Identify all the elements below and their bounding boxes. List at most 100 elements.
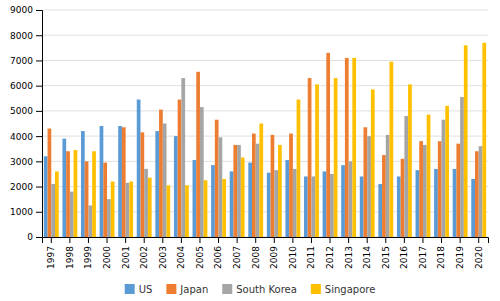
bar xyxy=(293,169,297,237)
bar xyxy=(118,126,122,237)
x-tick-label: 2017 xyxy=(418,246,428,269)
bar xyxy=(311,176,315,237)
bar xyxy=(55,171,59,237)
bar xyxy=(107,199,111,237)
bars xyxy=(44,43,486,237)
bar xyxy=(204,180,208,237)
x-tick: 2016 xyxy=(399,237,409,269)
y-tick-label: 0 xyxy=(27,232,33,242)
bar xyxy=(215,120,219,237)
x-tick: 1997 xyxy=(46,237,56,269)
x-tick: 2013 xyxy=(344,237,354,269)
legend-swatch xyxy=(222,284,232,294)
bar xyxy=(378,184,382,237)
bar xyxy=(252,134,256,237)
legend-item: US xyxy=(125,284,153,295)
bar xyxy=(382,155,386,237)
bar xyxy=(434,169,438,237)
bar xyxy=(51,184,55,237)
x-tick-mark xyxy=(348,237,349,243)
x-tick: 2012 xyxy=(325,237,335,269)
x-tick: 2014 xyxy=(362,237,372,269)
x-tick: 2009 xyxy=(269,237,279,269)
grid-line xyxy=(42,85,488,86)
bar xyxy=(404,116,408,237)
y-tick: 8000 xyxy=(10,31,42,41)
bar xyxy=(438,141,442,237)
y-tick-mark xyxy=(36,187,42,188)
x-tick: 2002 xyxy=(139,237,149,269)
x-tick-label: 2005 xyxy=(195,246,205,269)
bar-series xyxy=(48,53,479,237)
grid-line xyxy=(42,10,488,11)
y-tick: 5000 xyxy=(10,106,42,116)
bar xyxy=(304,176,308,237)
bar xyxy=(289,134,293,237)
bar xyxy=(386,135,390,237)
x-tick: 2000 xyxy=(102,237,112,269)
y-tick: 3000 xyxy=(10,157,42,167)
x-tick-label: 2004 xyxy=(176,246,186,269)
bar xyxy=(416,170,420,237)
x-tick: 2010 xyxy=(288,237,298,269)
legend-swatch xyxy=(311,284,321,294)
x-tick-label: 2020 xyxy=(474,246,484,269)
y-tick-label: 3000 xyxy=(10,157,33,167)
x-tick: 2020 xyxy=(474,237,484,269)
bar xyxy=(248,163,252,237)
x-tick-mark xyxy=(88,237,89,243)
x-tick-mark xyxy=(199,237,200,243)
bar xyxy=(345,58,349,237)
bar xyxy=(233,145,237,237)
bar xyxy=(193,160,197,237)
x-tick: 2003 xyxy=(158,237,168,269)
bar xyxy=(222,179,226,237)
bar xyxy=(196,72,200,237)
bar xyxy=(285,160,289,237)
x-tick-mark xyxy=(441,237,442,243)
bar xyxy=(442,120,446,237)
bar xyxy=(308,78,312,237)
x-tick-label: 2008 xyxy=(251,246,261,269)
x-tick: 2006 xyxy=(213,237,223,269)
bar xyxy=(129,182,133,237)
y-tick-mark xyxy=(36,35,42,36)
bar xyxy=(271,135,275,237)
x-tick-mark xyxy=(311,237,312,243)
bar xyxy=(341,165,345,237)
x-tick: 2015 xyxy=(381,237,391,269)
x-tick-mark xyxy=(51,237,52,243)
bar xyxy=(278,145,282,237)
x-tick-label: 2014 xyxy=(362,246,372,269)
bar xyxy=(397,176,401,237)
y-tick-label: 6000 xyxy=(10,81,33,91)
x-tick-mark xyxy=(274,237,275,243)
y-tick: 6000 xyxy=(10,81,42,91)
x-tick: 2011 xyxy=(306,237,316,269)
x-tick-label: 2009 xyxy=(269,246,279,269)
bar xyxy=(167,185,171,237)
x-tick-mark xyxy=(181,237,182,243)
grid-line xyxy=(42,60,488,61)
bar xyxy=(267,173,271,237)
x-tick: 1999 xyxy=(83,237,93,269)
plot: 0100020003000400050006000700080009000199… xyxy=(10,5,488,269)
bar xyxy=(200,107,204,237)
bar xyxy=(140,132,144,237)
bar xyxy=(445,106,449,237)
bar xyxy=(237,145,241,237)
x-tick-label: 2002 xyxy=(139,246,149,269)
x-tick-label: 2016 xyxy=(399,246,409,269)
bar xyxy=(360,176,364,237)
y-tick-mark xyxy=(36,212,42,213)
y-tick-mark xyxy=(36,60,42,61)
bar xyxy=(159,110,163,237)
bar xyxy=(81,131,85,237)
y-tick-label: 7000 xyxy=(10,56,33,66)
x-tick-mark xyxy=(404,237,405,243)
bar xyxy=(334,78,338,237)
bar xyxy=(88,205,92,237)
x-tick-label: 2010 xyxy=(288,246,298,269)
bar xyxy=(419,141,423,237)
y-tick: 2000 xyxy=(10,182,42,192)
